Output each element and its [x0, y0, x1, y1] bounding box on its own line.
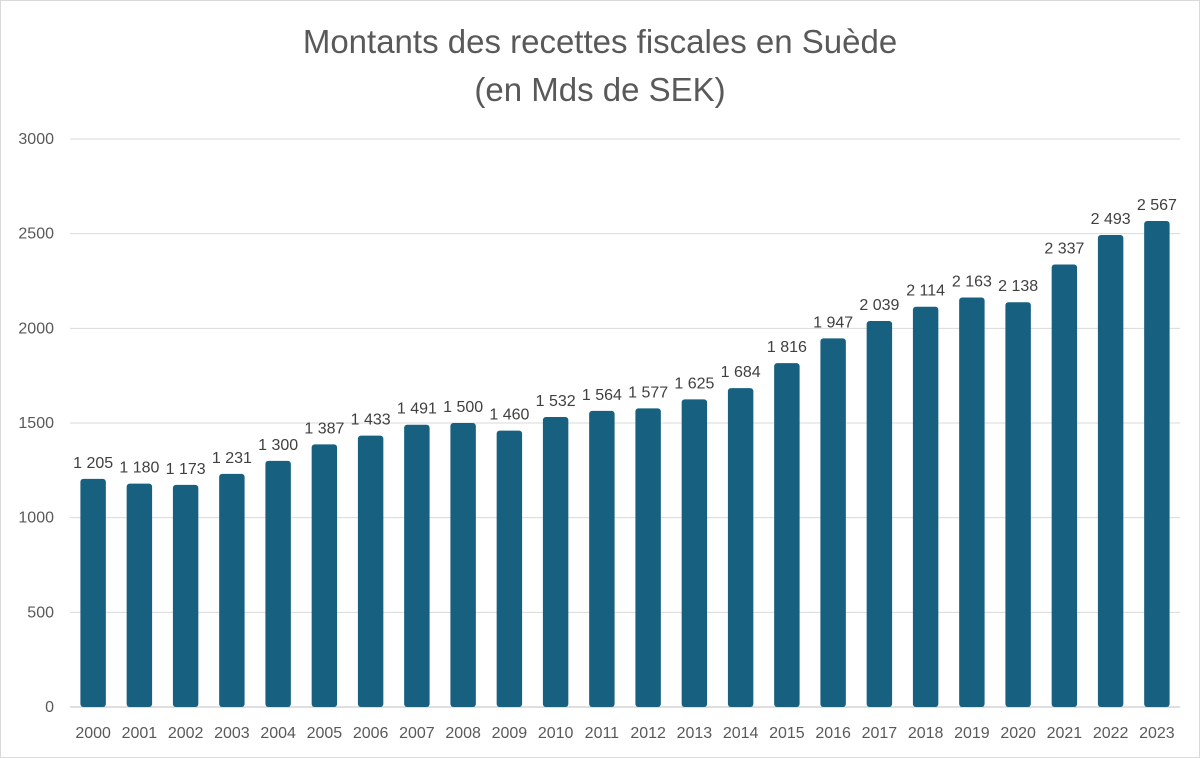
chart-title-line: Montants des recettes fiscales en Suède — [302, 23, 898, 60]
bar-2004 — [265, 460, 291, 707]
data-label: 1 577 — [628, 384, 668, 401]
y-tick-label: 500 — [27, 604, 54, 621]
bar-2000 — [80, 478, 106, 707]
x-tick-label: 2021 — [1047, 725, 1083, 742]
x-tick-label: 2002 — [168, 725, 204, 742]
bar-2010 — [542, 416, 569, 707]
gridlines — [70, 138, 1180, 708]
y-tick-label: 1000 — [18, 510, 54, 527]
bar-2005 — [311, 444, 338, 707]
bar-2015 — [774, 363, 800, 707]
x-tick-label: 2003 — [214, 725, 250, 742]
data-label: 2 138 — [998, 278, 1038, 295]
x-tick-label: 2009 — [492, 725, 528, 742]
bar-2006 — [357, 435, 384, 707]
data-label: 1 532 — [536, 393, 576, 410]
x-tick-label: 2022 — [1093, 725, 1129, 742]
bar-2008 — [450, 423, 476, 707]
data-labels: 1 205 1 180 1 173 1 231 1 300 1 387 1 433 1 491… — [73, 197, 1177, 478]
y-tick-label: 1500 — [18, 415, 54, 432]
bar-2012 — [635, 408, 661, 707]
bar-2011 — [589, 410, 615, 707]
data-label: 1 684 — [721, 364, 761, 381]
x-axis: 2000 2001 2002 2003 2004 2005 2006 2007 2008 2009… — [75, 725, 1174, 742]
x-tick-label: 2017 — [862, 725, 898, 742]
x-tick-label: 2006 — [353, 725, 389, 742]
data-label: 1 433 — [351, 412, 391, 429]
data-label: 1 387 — [304, 420, 344, 437]
x-tick-label: 2011 — [585, 725, 620, 742]
data-label: 1 173 — [166, 461, 206, 478]
y-tick-label: 0 — [45, 699, 54, 716]
data-label: 1 491 — [397, 401, 437, 418]
chart-title: Montants des recettes fiscales en Suède … — [0, 18, 1200, 114]
bar-2016 — [820, 338, 846, 707]
data-label: 2 337 — [1044, 241, 1084, 258]
y-tick-label: 3000 — [18, 131, 54, 148]
bar-2022 — [1097, 234, 1124, 707]
data-label: 2 163 — [952, 273, 992, 290]
chart-subtitle-line: (en Mds de SEK) — [474, 71, 726, 108]
x-tick-label: 2007 — [399, 725, 435, 742]
data-label: 1 947 — [813, 314, 853, 331]
x-tick-label: 2023 — [1139, 725, 1175, 742]
data-label: 2 039 — [859, 297, 899, 314]
bar-2009 — [496, 430, 523, 707]
bar-2002 — [172, 484, 199, 707]
y-tick-label: 2000 — [18, 320, 54, 337]
data-label: 1 180 — [119, 460, 159, 477]
data-label: 1 816 — [767, 339, 807, 356]
bar-2018 — [912, 306, 939, 707]
x-tick-label: 2019 — [954, 725, 990, 742]
data-label: 1 564 — [582, 387, 622, 404]
bar-2007 — [404, 424, 430, 707]
x-tick-label: 2018 — [908, 725, 944, 742]
data-label: 2 493 — [1091, 211, 1131, 228]
data-label: 1 231 — [212, 450, 252, 467]
x-tick-label: 2014 — [723, 725, 759, 742]
y-axis: 0 500 1000 1500 2000 2500 3000 — [18, 131, 54, 716]
x-tick-label: 2008 — [445, 725, 481, 742]
bar-2017 — [866, 320, 893, 707]
bar-2023 — [1144, 220, 1170, 708]
x-tick-label: 2005 — [307, 725, 343, 742]
data-label: 1 300 — [258, 437, 298, 454]
bar-2019 — [959, 297, 985, 707]
bars — [80, 220, 1170, 708]
x-tick-label: 2020 — [1000, 725, 1036, 742]
x-tick-label: 2001 — [122, 725, 158, 742]
data-label: 1 205 — [73, 455, 113, 472]
x-tick-label: 2000 — [75, 725, 111, 742]
x-tick-label: 2004 — [260, 725, 296, 742]
bar-2001 — [126, 483, 153, 707]
x-tick-label: 2016 — [815, 725, 851, 742]
bar-2021 — [1051, 264, 1078, 707]
data-label: 2 114 — [906, 283, 945, 300]
bar-2003 — [219, 473, 245, 707]
x-tick-label: 2015 — [769, 725, 805, 742]
y-tick-label: 2500 — [18, 226, 54, 243]
x-tick-label: 2012 — [630, 725, 666, 742]
data-label: 1 500 — [443, 399, 483, 416]
bar-2014 — [727, 388, 754, 707]
data-label: 2 567 — [1137, 197, 1177, 214]
x-tick-label: 2010 — [538, 725, 574, 742]
data-label: 1 460 — [489, 407, 529, 424]
data-label: 1 625 — [674, 375, 714, 392]
x-tick-label: 2013 — [677, 725, 713, 742]
bar-2013 — [681, 399, 708, 707]
bar-2020 — [1005, 302, 1031, 707]
